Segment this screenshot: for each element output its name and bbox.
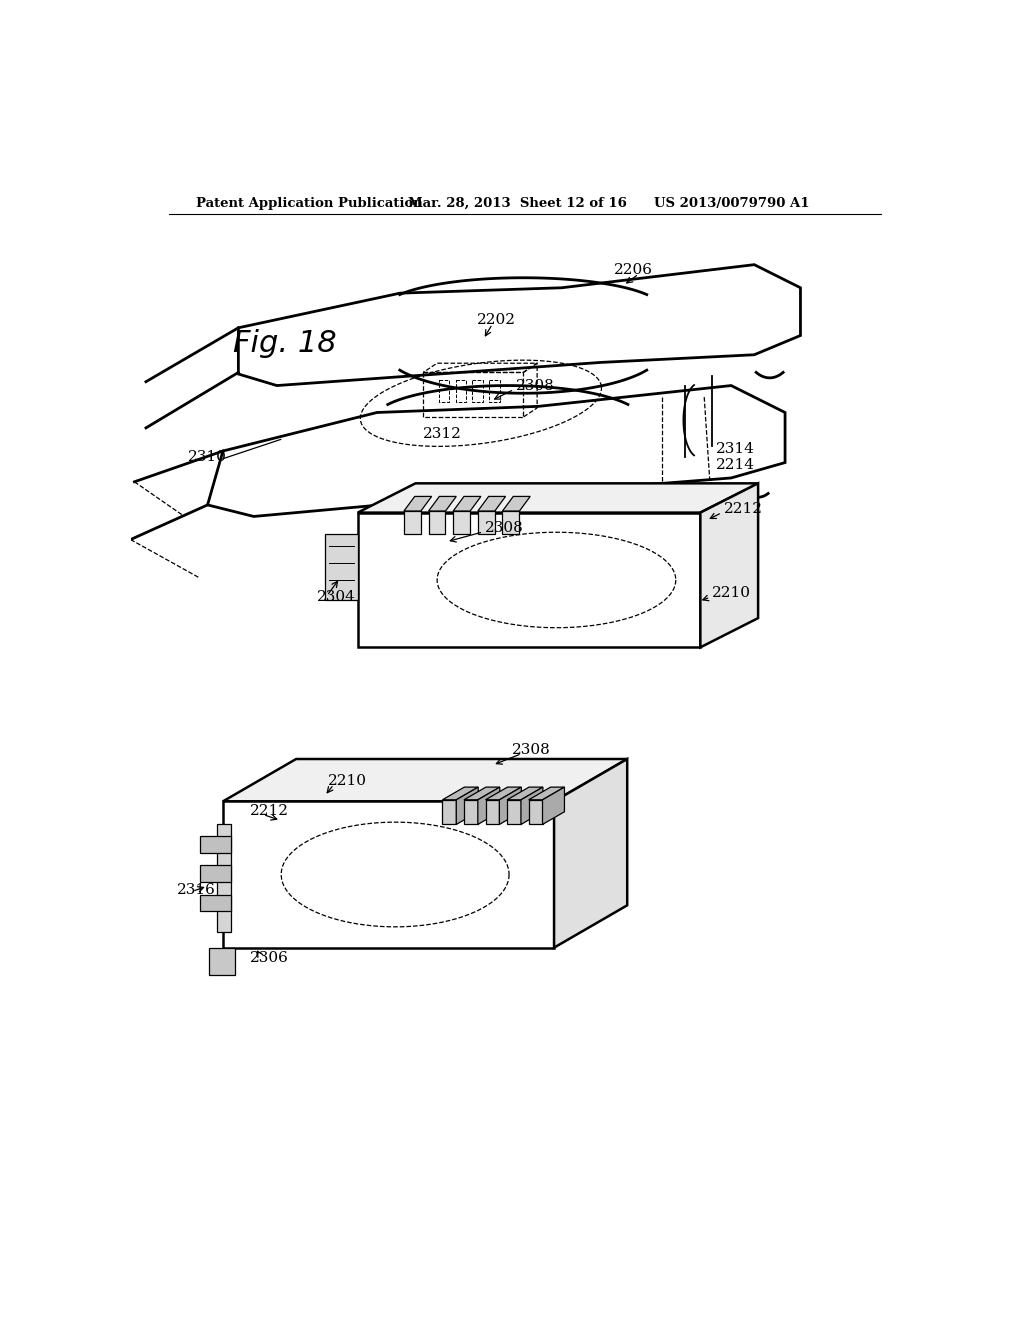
- Text: 2210: 2210: [328, 774, 367, 788]
- Text: 2214: 2214: [716, 458, 755, 471]
- Polygon shape: [478, 511, 495, 535]
- Polygon shape: [200, 836, 230, 853]
- Polygon shape: [326, 535, 357, 599]
- Polygon shape: [528, 787, 564, 800]
- Polygon shape: [464, 800, 478, 825]
- Text: 2312: 2312: [423, 428, 462, 441]
- Polygon shape: [507, 800, 521, 825]
- Text: 2306: 2306: [250, 950, 289, 965]
- Polygon shape: [357, 483, 758, 512]
- Polygon shape: [403, 496, 432, 511]
- Polygon shape: [442, 800, 457, 825]
- Polygon shape: [485, 800, 500, 825]
- Text: 2316: 2316: [177, 883, 216, 896]
- Polygon shape: [239, 264, 801, 385]
- Polygon shape: [454, 496, 481, 511]
- Polygon shape: [464, 787, 500, 800]
- Text: 2304: 2304: [316, 590, 355, 605]
- Polygon shape: [521, 787, 543, 825]
- Polygon shape: [543, 787, 564, 825]
- Polygon shape: [507, 787, 543, 800]
- Text: 2210: 2210: [712, 586, 751, 601]
- Polygon shape: [429, 496, 457, 511]
- Polygon shape: [442, 787, 478, 800]
- Polygon shape: [503, 511, 519, 535]
- Polygon shape: [217, 825, 230, 932]
- Polygon shape: [357, 512, 700, 647]
- Polygon shape: [457, 787, 478, 825]
- Text: 2212: 2212: [724, 502, 763, 516]
- Text: 2308: 2308: [512, 743, 551, 756]
- Polygon shape: [200, 866, 230, 882]
- Polygon shape: [208, 385, 785, 516]
- Text: 2308: 2308: [484, 521, 523, 535]
- Text: 2308: 2308: [515, 379, 554, 392]
- Polygon shape: [200, 895, 230, 911]
- Polygon shape: [500, 787, 521, 825]
- Text: 2202: 2202: [477, 313, 516, 327]
- Polygon shape: [503, 496, 530, 511]
- Polygon shape: [554, 759, 628, 948]
- Polygon shape: [209, 948, 234, 974]
- Polygon shape: [485, 787, 521, 800]
- Text: 2212: 2212: [250, 804, 289, 818]
- Polygon shape: [454, 511, 470, 535]
- Polygon shape: [478, 787, 500, 825]
- Polygon shape: [429, 511, 445, 535]
- Text: 2206: 2206: [614, 263, 653, 277]
- Text: 2314: 2314: [716, 442, 755, 457]
- Polygon shape: [528, 800, 543, 825]
- Polygon shape: [223, 801, 554, 948]
- Text: 2310: 2310: [188, 450, 227, 465]
- Text: Mar. 28, 2013  Sheet 12 of 16: Mar. 28, 2013 Sheet 12 of 16: [408, 197, 627, 210]
- Text: Fig. 18: Fig. 18: [232, 329, 336, 358]
- Polygon shape: [223, 759, 628, 801]
- Polygon shape: [403, 511, 421, 535]
- Text: US 2013/0079790 A1: US 2013/0079790 A1: [654, 197, 810, 210]
- Text: Patent Application Publication: Patent Application Publication: [196, 197, 423, 210]
- Polygon shape: [478, 496, 506, 511]
- Polygon shape: [700, 483, 758, 647]
